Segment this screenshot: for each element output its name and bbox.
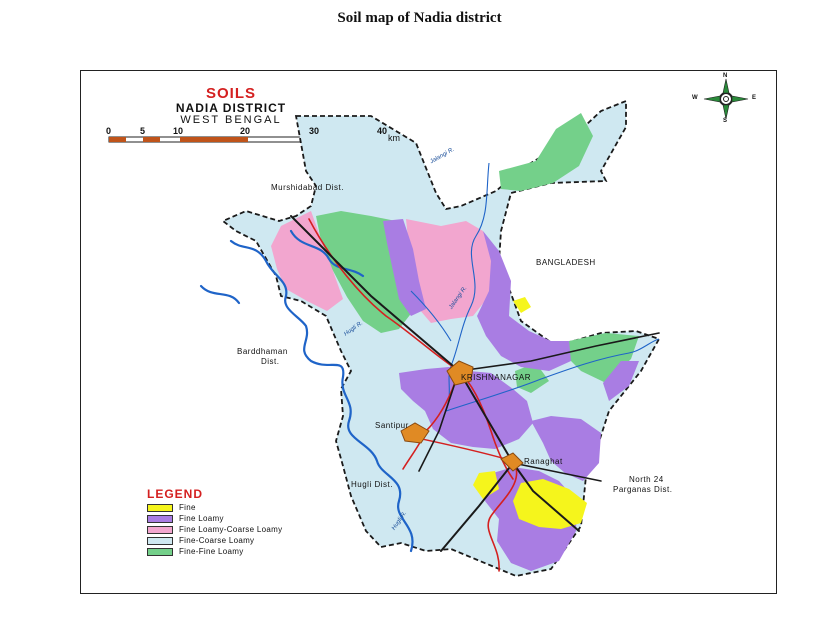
legend-swatch-fine-loamy-coarse-loamy <box>147 525 173 534</box>
soil-fine <box>473 297 587 529</box>
scale-tick: 0 <box>106 126 112 136</box>
legend-item: Fine Loamy-Coarse Loamy <box>147 524 282 535</box>
map-title: SOILS <box>205 85 256 102</box>
krishnanagar-marker <box>446 360 474 386</box>
legend-label: Fine <box>179 503 196 512</box>
compass-west: W <box>692 95 698 101</box>
scale-tick: 5 <box>140 126 146 136</box>
legend-swatch-fine-loamy <box>147 514 173 523</box>
legend-swatch-fine-coarse-loamy <box>147 536 173 545</box>
legend-label: Fine-Fine Loamy <box>179 547 244 556</box>
santipur-marker <box>400 422 430 444</box>
legend-item: Fine Loamy <box>147 513 224 524</box>
label-santipur: Santipur <box>375 421 409 430</box>
label-parganas-dist: Parganas Dist. <box>613 485 673 494</box>
soil-map: SOILS NADIA DISTRICT WEST BENGAL 0 5 10 … <box>80 70 777 594</box>
legend-title: LEGEND <box>147 487 204 501</box>
label-krishnanagar: KRISHNANAGAR <box>461 373 532 382</box>
legend-item: Fine-Fine Loamy <box>147 546 244 557</box>
map-region: WEST BENGAL <box>180 114 282 126</box>
legend-label: Fine Loamy <box>179 514 224 523</box>
label-murshidabad: Murshidabad Dist. <box>271 183 344 192</box>
label-hugli-dist: Hugli Dist. <box>351 480 393 489</box>
scale-tick: 20 <box>240 126 251 136</box>
legend-label: Fine-Coarse Loamy <box>179 536 255 545</box>
label-barddhaman-dist: Dist. <box>261 357 280 366</box>
scale-unit: km <box>388 133 400 143</box>
rivers <box>199 229 414 553</box>
page-title: Soil map of Nadia district <box>337 10 502 26</box>
label-ranaghat: Ranaghat <box>524 457 563 466</box>
legend-item: Fine <box>147 502 196 513</box>
map-canvas <box>108 78 749 577</box>
soil-fine-loamy-coarse-loamy <box>271 211 493 323</box>
legend-swatch-fine-fine-loamy <box>147 547 173 556</box>
label-north-24: North 24 <box>629 475 664 484</box>
ranaghat-marker <box>500 452 524 472</box>
towns <box>400 360 524 472</box>
compass-north: N <box>723 73 728 79</box>
scale-tick: 30 <box>309 126 320 136</box>
legend-swatch-fine <box>147 503 173 512</box>
map-subtitle: NADIA DISTRICT <box>175 101 287 115</box>
compass-rose-icon <box>703 78 749 120</box>
scale-tick: 10 <box>173 126 184 136</box>
scale-tick: 40 <box>377 126 388 136</box>
compass-east: E <box>752 95 757 101</box>
legend-item: Fine-Coarse Loamy <box>147 535 254 546</box>
label-bangladesh: BANGLADESH <box>536 258 596 267</box>
label-barddhaman: Barddhaman <box>237 347 288 356</box>
legend-label: Fine Loamy-Coarse Loamy <box>179 525 283 534</box>
compass-south: S <box>723 118 728 124</box>
